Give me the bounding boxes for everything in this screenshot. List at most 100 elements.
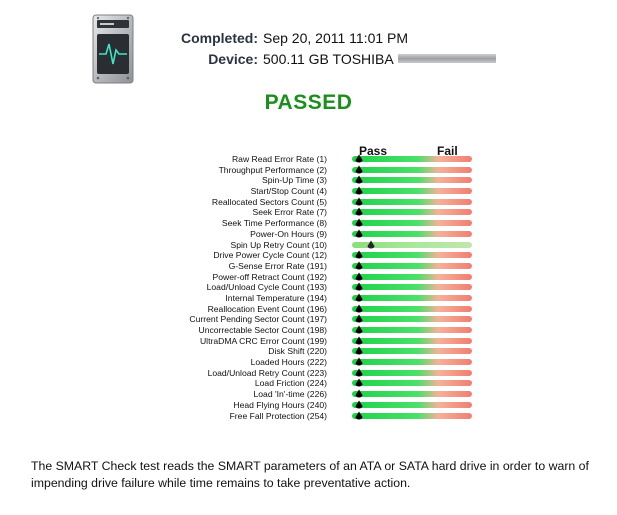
attribute-label: Spin Up Retry Count (10)	[230, 239, 327, 250]
health-bar	[352, 186, 472, 196]
attribute-row: Current Pending Sector Count (197)	[0, 314, 617, 325]
attribute-row: Seek Error Rate (7)	[0, 207, 617, 218]
attribute-label: Drive Power Cycle Count (12)	[213, 250, 327, 261]
pointer-icon	[354, 154, 364, 164]
attribute-row: Head Flying Hours (240)	[0, 400, 617, 411]
pointer-icon	[354, 197, 364, 207]
pointer-icon	[354, 165, 364, 175]
attribute-label: Start/Stop Count (4)	[250, 186, 327, 197]
health-bar	[352, 165, 472, 175]
health-bar	[352, 346, 472, 356]
attribute-label: Load Friction (224)	[254, 378, 327, 389]
attribute-row: Free Fall Protection (254)	[0, 411, 617, 422]
health-bar	[352, 261, 472, 271]
health-bar	[352, 411, 472, 421]
health-bar	[352, 282, 472, 292]
attribute-row: Start/Stop Count (4)	[0, 186, 617, 197]
pointer-icon	[354, 218, 364, 228]
pointer-icon	[354, 389, 364, 399]
health-bar	[352, 229, 472, 239]
attribute-row: Uncorrectable Sector Count (198)	[0, 325, 617, 336]
pointer-icon	[354, 261, 364, 271]
attribute-row: Raw Read Error Rate (1)	[0, 154, 617, 165]
health-bar	[352, 314, 472, 324]
attribute-row: Spin Up Retry Count (10)	[0, 240, 617, 251]
attribute-row: Reallocation Event Count (196)	[0, 304, 617, 315]
health-bar	[352, 175, 472, 184]
attribute-label: Seek Error Rate (7)	[252, 207, 327, 218]
device-value: 500.11 GB TOSHIBA	[263, 49, 496, 70]
attribute-label: Load/Unload Cycle Count (193)	[206, 282, 327, 293]
attribute-label: Power-On Hours (9)	[250, 228, 327, 239]
health-bar	[352, 336, 472, 346]
completed-row: Completed: Sep 20, 2011 11:01 PM	[150, 28, 496, 49]
pointer-icon	[354, 357, 364, 367]
pointer-icon	[354, 293, 364, 303]
attribute-row: Throughput Performance (2)	[0, 165, 617, 176]
pass-column-header: Pass	[359, 144, 388, 158]
health-bar	[352, 250, 472, 260]
fail-column-header: Fail	[437, 144, 458, 158]
attribute-label: Uncorrectable Sector Count (198)	[198, 325, 328, 335]
attribute-row: Internal Temperature (194)	[0, 293, 617, 304]
attribute-row: Load Friction (224)	[0, 378, 617, 389]
pointer-icon	[354, 346, 364, 356]
pointer-icon	[354, 186, 364, 196]
pointer-icon	[354, 314, 364, 324]
attribute-label: Throughput Performance (2)	[218, 164, 327, 175]
attribute-label: Disk Shift (220)	[268, 346, 327, 357]
attribute-row: Loaded Hours (222)	[0, 357, 617, 368]
completed-value: Sep 20, 2011 11:01 PM	[263, 30, 409, 46]
device-row: Device: 500.11 GB TOSHIBA	[150, 49, 496, 70]
health-bar	[352, 272, 472, 281]
attribute-label: Loaded Hours (222)	[250, 357, 327, 368]
attribute-label: Raw Read Error Rate (1)	[231, 154, 327, 164]
attribute-row: Disk Shift (220)	[0, 346, 617, 357]
health-bar	[352, 293, 472, 303]
health-bar	[352, 400, 472, 410]
completed-label: Completed:	[181, 30, 258, 46]
pointer-icon	[354, 368, 364, 378]
health-bar	[352, 218, 472, 228]
health-bar	[352, 368, 472, 378]
pointer-icon	[354, 411, 364, 421]
attribute-label: Spin-Up Time (3)	[262, 175, 327, 186]
attribute-label: Head Flying Hours (240)	[233, 399, 327, 410]
pointer-icon	[354, 336, 364, 346]
hard-drive-monitor-icon	[92, 14, 134, 84]
health-bar	[352, 197, 472, 207]
attribute-label: Reallocated Sectors Count (5)	[211, 196, 327, 207]
test-description: The SMART Check test reads the SMART par…	[31, 459, 589, 490]
attribute-label: G-Sense Error Rate (191)	[228, 260, 327, 271]
test-summary: Completed: Sep 20, 2011 11:01 PM Device:…	[150, 28, 496, 70]
attribute-row: Load/Unload Cycle Count (193)	[0, 282, 617, 293]
pointer-icon	[354, 325, 364, 335]
attribute-label: UltraDMA CRC Error Count (199)	[199, 335, 327, 346]
device-name: 500.11 GB TOSHIBA	[263, 51, 394, 67]
pointer-icon	[354, 282, 364, 292]
attribute-row: Drive Power Cycle Count (12)	[0, 250, 617, 261]
pointer-icon	[354, 400, 364, 410]
attribute-row: Spin-Up Time (3)	[0, 175, 617, 186]
device-label: Device:	[208, 51, 258, 67]
pointer-icon	[354, 207, 364, 217]
test-status: PASSED	[264, 91, 353, 114]
pointer-icon	[366, 240, 376, 250]
pointer-icon	[354, 304, 364, 314]
attribute-label: Reallocation Event Count (196)	[207, 303, 327, 314]
attribute-label: Current Pending Sector Count (197)	[189, 314, 327, 325]
health-bar	[352, 389, 472, 399]
attribute-label: Power-off Retract Count (192)	[212, 271, 327, 282]
attribute-row: UltraDMA CRC Error Count (199)	[0, 336, 617, 347]
attribute-label: Load/Unload Retry Count (223)	[207, 367, 327, 378]
health-bar	[352, 378, 472, 388]
attribute-label: Seek Time Performance (8)	[221, 218, 327, 229]
pointer-icon	[354, 229, 364, 239]
health-bar	[352, 207, 472, 217]
health-bar	[352, 325, 472, 335]
attribute-row: Load/Unload Retry Count (223)	[0, 368, 617, 379]
attribute-list: Raw Read Error Rate (1) Throughput Perfor…	[0, 154, 617, 421]
pointer-icon	[354, 378, 364, 388]
attribute-label: Load 'In'-time (226)	[253, 389, 327, 400]
pointer-icon	[354, 250, 364, 260]
